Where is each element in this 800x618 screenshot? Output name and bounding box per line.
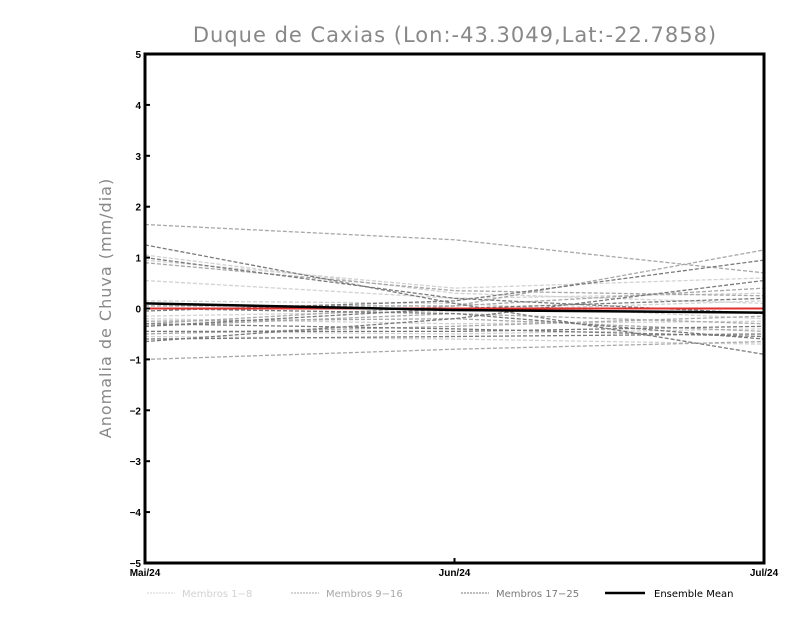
y-tick-label: −5 bbox=[130, 559, 142, 570]
member-line-g3-9 bbox=[144, 333, 765, 340]
member-line-g2-5 bbox=[144, 340, 765, 361]
member-line-g2-7 bbox=[145, 249, 765, 307]
y-tick-label: 1 bbox=[135, 254, 141, 265]
member-line-g3-4 bbox=[144, 279, 765, 343]
legend-label: Membros 1−8 bbox=[182, 589, 252, 600]
member-line-g3-5 bbox=[144, 323, 765, 338]
member-line-g2-1 bbox=[144, 223, 765, 274]
y-tick-label: 5 bbox=[135, 50, 141, 61]
y-tick-label: −4 bbox=[130, 508, 142, 519]
y-axis-label: Anomalia de Chuva (mm/dia) bbox=[96, 178, 115, 438]
x-tick-label: Jun/24 bbox=[439, 568, 471, 579]
legend-label: Ensemble Mean bbox=[654, 589, 733, 600]
member-line-g1-3 bbox=[144, 279, 765, 299]
y-tick-label: 0 bbox=[135, 305, 141, 316]
y-tick-label: 2 bbox=[135, 203, 141, 214]
member-line-g3-7 bbox=[144, 307, 765, 340]
member-line-g3-6 bbox=[145, 325, 765, 333]
y-tick-label: 4 bbox=[135, 101, 141, 112]
member-line-g1-6 bbox=[144, 328, 765, 335]
member-line-g3-1 bbox=[144, 244, 765, 355]
legend: Membros 1−8 Membros 9−16 Membros 17−25 Ense… bbox=[147, 589, 733, 600]
x-tick-label: Jul/24 bbox=[750, 568, 779, 579]
y-tick-label: −3 bbox=[130, 457, 142, 468]
member-line-g1-8 bbox=[144, 335, 765, 345]
member-line-g2-2 bbox=[144, 262, 765, 297]
ensemble-mean-line bbox=[144, 302, 765, 314]
y-tick-label: −1 bbox=[130, 355, 142, 366]
legend-label: Membros 17−25 bbox=[496, 589, 579, 600]
member-line-g1-2 bbox=[144, 259, 765, 289]
chart-title: Duque de Caxias (Lon:-43.3049,Lat:-22.78… bbox=[193, 23, 717, 47]
y-tick-label: −2 bbox=[130, 406, 142, 417]
member-line-g1-1 bbox=[144, 254, 765, 305]
member-line-g3-8 bbox=[144, 297, 765, 327]
member-line-g2-3 bbox=[144, 287, 765, 325]
y-tick-label: 3 bbox=[135, 152, 141, 163]
legend-label: Membros 9−16 bbox=[326, 589, 403, 600]
x-tick-label: Mai/24 bbox=[130, 568, 161, 579]
